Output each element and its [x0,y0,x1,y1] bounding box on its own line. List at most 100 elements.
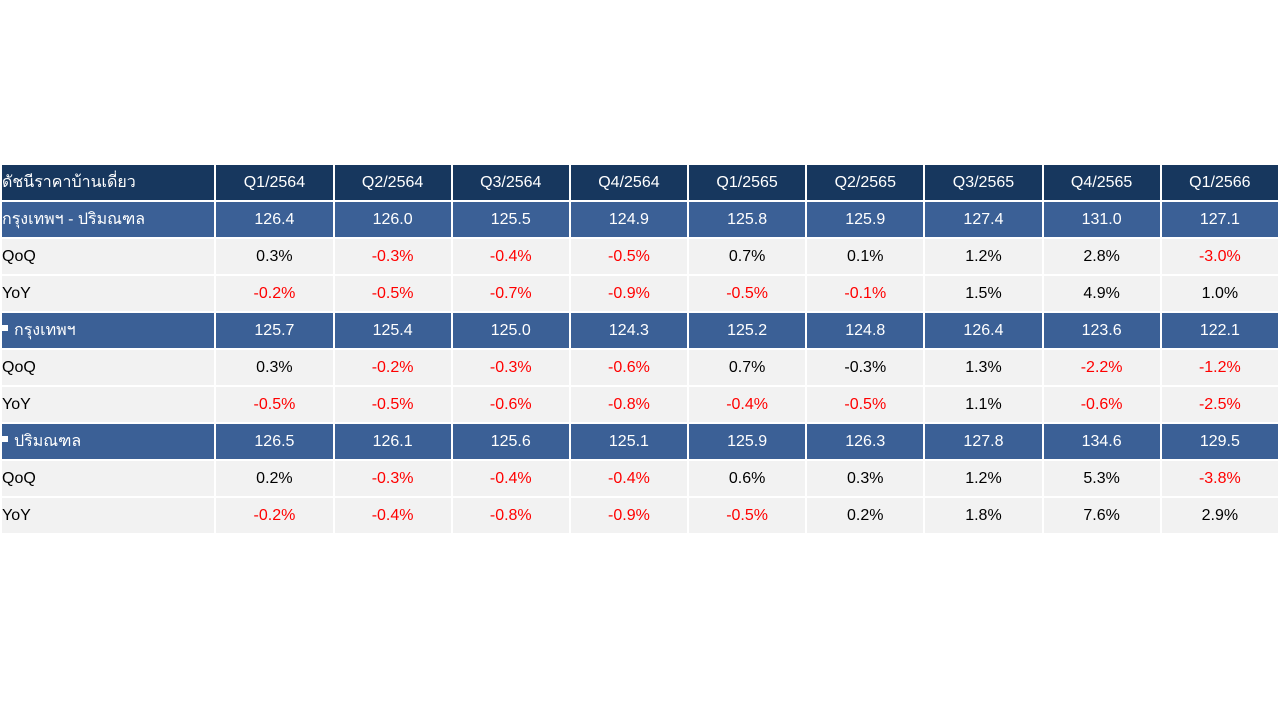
index-cell: 123.6 [1043,313,1160,348]
group-row-bkk-vicinity: กรุงเทพฯ - ปริมณฑล 126.4 126.0 125.5 124… [2,202,1278,237]
pct-cell: -0.4% [452,239,569,274]
pct-cell: 1.2% [925,239,1042,274]
pct-cell: 0.1% [807,239,924,274]
pct-cell: 1.5% [925,276,1042,311]
index-cell: 122.1 [1161,313,1278,348]
pct-cell: -0.5% [689,498,806,533]
pct-cell: 0.7% [689,239,806,274]
yoy-row: YoY -0.5% -0.5% -0.6% -0.8% -0.4% -0.5% … [2,387,1278,422]
pct-cell: -0.6% [452,387,569,422]
index-cell: 125.9 [689,424,806,459]
pct-cell: -1.2% [1161,350,1278,385]
row-label: YoY [2,276,215,311]
qoq-row: QoQ 0.2% -0.3% -0.4% -0.4% 0.6% 0.3% 1.2… [2,461,1278,496]
index-cell: 126.4 [216,202,333,237]
pct-cell: 0.6% [689,461,806,496]
yoy-row: YoY -0.2% -0.4% -0.8% -0.9% -0.5% 0.2% 1… [2,498,1278,533]
pct-cell: 2.9% [1161,498,1278,533]
pct-cell: -0.1% [807,276,924,311]
pct-cell: -0.8% [570,387,688,422]
quarter-header: Q3/2564 [452,165,569,200]
house-price-index-table: ดัชนีราคาบ้านเดี่ยว Q1/2564 Q2/2564 Q3/2… [0,163,1280,535]
pct-cell: -0.8% [452,498,569,533]
index-cell: 127.1 [1161,202,1278,237]
qoq-row: QoQ 0.3% -0.2% -0.3% -0.6% 0.7% -0.3% 1.… [2,350,1278,385]
index-cell: 124.8 [807,313,924,348]
pct-cell: -0.4% [334,498,451,533]
pct-cell: -0.2% [216,498,333,533]
pct-cell: 0.3% [216,350,333,385]
bullet-icon [2,436,8,442]
pct-cell: 0.7% [689,350,806,385]
pct-cell: -0.9% [570,276,688,311]
row-label: YoY [2,498,215,533]
pct-cell: -0.5% [570,239,688,274]
pct-cell: 7.6% [1043,498,1160,533]
header-label: ดัชนีราคาบ้านเดี่ยว [2,165,215,200]
group-label: กรุงเทพฯ - ปริมณฑล [2,202,215,237]
pct-cell: 2.8% [1043,239,1160,274]
bullet-icon [2,325,8,331]
pct-cell: -0.5% [334,276,451,311]
index-cell: 134.6 [1043,424,1160,459]
pct-cell: -0.3% [452,350,569,385]
group-label-cell: กรุงเทพฯ [2,313,215,348]
index-cell: 125.6 [452,424,569,459]
pct-cell: -0.3% [334,461,451,496]
row-label: QoQ [2,239,215,274]
index-cell: 125.7 [216,313,333,348]
row-label: QoQ [2,461,215,496]
quarter-header: Q3/2565 [925,165,1042,200]
row-label: QoQ [2,350,215,385]
pct-cell: -0.7% [452,276,569,311]
pct-cell: -0.3% [334,239,451,274]
index-cell: 126.5 [216,424,333,459]
index-cell: 124.9 [570,202,688,237]
index-cell: 127.4 [925,202,1042,237]
pct-cell: -0.3% [807,350,924,385]
group-label: ปริมณฑล [14,433,82,450]
pct-cell: -0.5% [689,276,806,311]
quarter-header: Q2/2564 [334,165,451,200]
pct-cell: -0.5% [807,387,924,422]
pct-cell: -2.5% [1161,387,1278,422]
index-cell: 125.2 [689,313,806,348]
qoq-row: QoQ 0.3% -0.3% -0.4% -0.5% 0.7% 0.1% 1.2… [2,239,1278,274]
pct-cell: 1.0% [1161,276,1278,311]
index-cell: 125.1 [570,424,688,459]
group-label: กรุงเทพฯ [14,322,76,339]
index-cell: 126.4 [925,313,1042,348]
pct-cell: -0.6% [1043,387,1160,422]
pct-cell: 1.2% [925,461,1042,496]
pct-cell: 4.9% [1043,276,1160,311]
table-header-row: ดัชนีราคาบ้านเดี่ยว Q1/2564 Q2/2564 Q3/2… [2,165,1278,200]
pct-cell: -0.9% [570,498,688,533]
pct-cell: -0.5% [334,387,451,422]
pct-cell: 0.2% [216,461,333,496]
quarter-header: Q2/2565 [807,165,924,200]
quarter-header: Q1/2564 [216,165,333,200]
index-cell: 129.5 [1161,424,1278,459]
pct-cell: -0.2% [216,276,333,311]
yoy-row: YoY -0.2% -0.5% -0.7% -0.9% -0.5% -0.1% … [2,276,1278,311]
quarter-header: Q4/2565 [1043,165,1160,200]
index-cell: 125.0 [452,313,569,348]
group-label-cell: ปริมณฑล [2,424,215,459]
index-cell: 127.8 [925,424,1042,459]
pct-cell: -0.4% [452,461,569,496]
index-cell: 126.1 [334,424,451,459]
pct-cell: 5.3% [1043,461,1160,496]
pct-cell: 1.1% [925,387,1042,422]
index-cell: 125.5 [452,202,569,237]
pct-cell: 0.3% [216,239,333,274]
pct-cell: -3.0% [1161,239,1278,274]
group-row-vicinity: ปริมณฑล 126.5 126.1 125.6 125.1 125.9 12… [2,424,1278,459]
pct-cell: -0.4% [689,387,806,422]
pct-cell: -3.8% [1161,461,1278,496]
pct-cell: -0.6% [570,350,688,385]
pct-cell: -0.4% [570,461,688,496]
index-cell: 126.3 [807,424,924,459]
pct-cell: -0.2% [334,350,451,385]
group-row-bkk: กรุงเทพฯ 125.7 125.4 125.0 124.3 125.2 1… [2,313,1278,348]
quarter-header: Q4/2564 [570,165,688,200]
